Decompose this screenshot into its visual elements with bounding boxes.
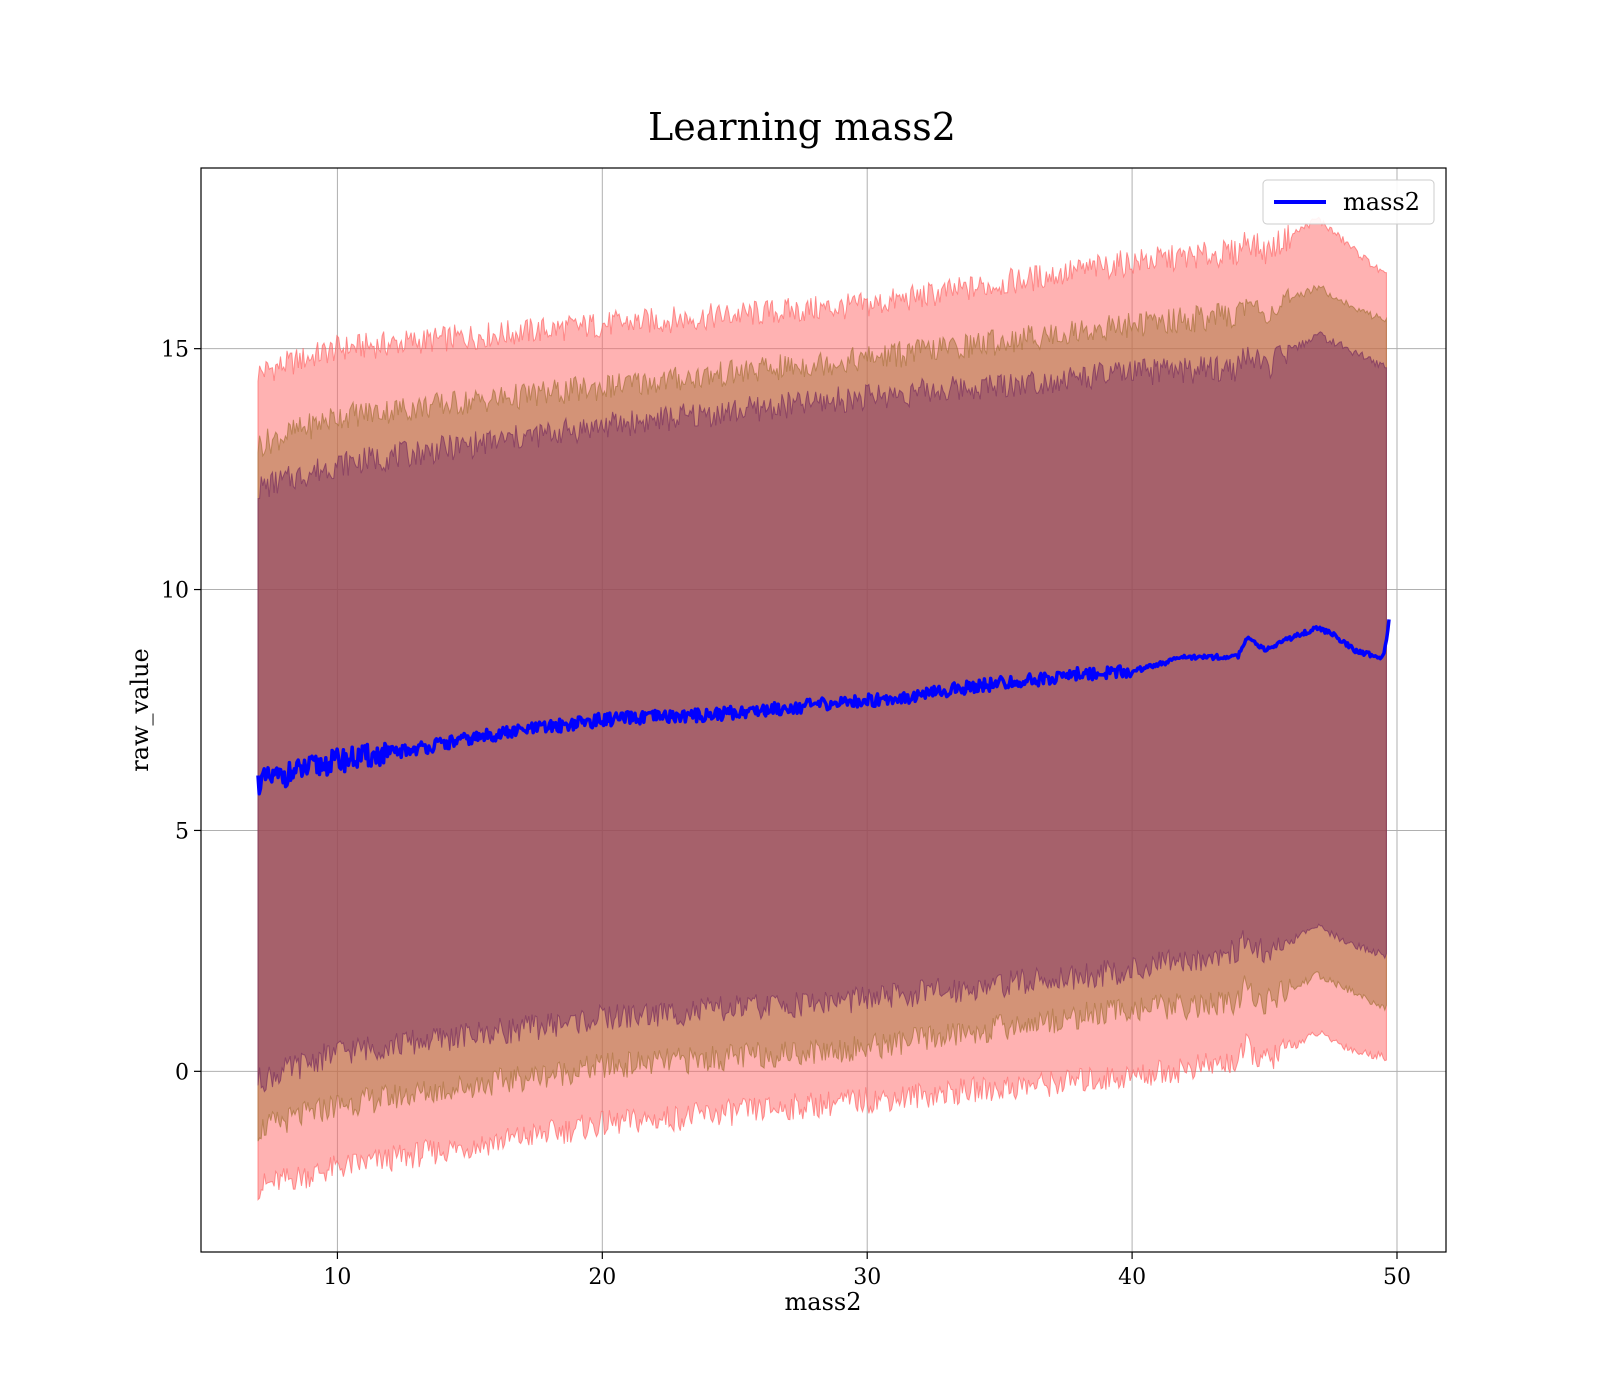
series-line: [256, 619, 1391, 796]
series-lines: [256, 619, 1391, 796]
y-tick-label: 5: [175, 819, 189, 844]
y-tick-label: 10: [161, 579, 189, 604]
legend-label: mass2: [1343, 188, 1420, 216]
x-tick-label: 40: [1118, 1265, 1146, 1290]
confidence-bands: [257, 216, 1387, 1201]
chart-title: Learning mass2: [648, 105, 956, 149]
plot-frame: [200, 167, 1447, 1253]
y-axis-ticks: 0 5 10 15: [161, 338, 201, 1085]
x-axis-ticks: 10 20 30 40 50: [323, 1252, 1411, 1290]
y-axis-label: raw_value: [126, 648, 154, 772]
x-tick-label: 10: [323, 1265, 351, 1290]
x-tick-label: 50: [1383, 1265, 1411, 1290]
legend: mass2: [1262, 179, 1435, 225]
x-tick-label: 30: [853, 1265, 881, 1290]
band-area: [257, 331, 1387, 1093]
x-tick-label: 20: [588, 1265, 616, 1290]
legend-box: [1262, 179, 1435, 225]
x-axis-label: mass2: [785, 1288, 862, 1316]
y-tick-label: 0: [175, 1060, 189, 1085]
y-tick-label: 15: [161, 338, 189, 363]
